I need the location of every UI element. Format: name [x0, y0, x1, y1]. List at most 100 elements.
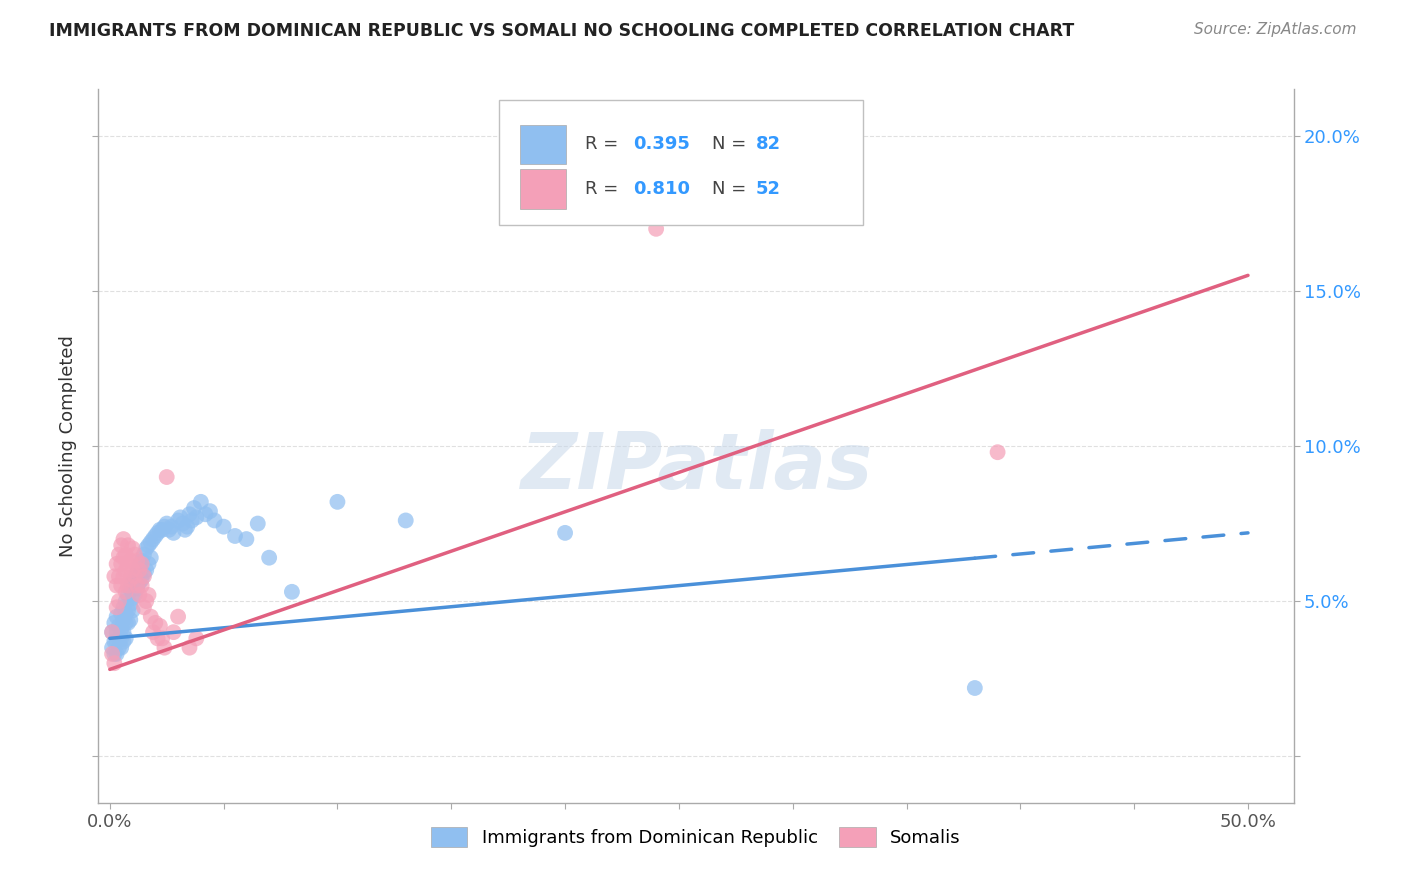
Point	[124, 573, 146, 587]
Point	[117, 557, 139, 571]
Text: ZIPatlas: ZIPatlas	[520, 429, 872, 506]
Point	[132, 600, 155, 615]
Point	[281, 584, 304, 599]
Point	[135, 594, 157, 608]
Point	[127, 566, 149, 581]
Point	[108, 569, 131, 583]
Point	[103, 569, 125, 583]
Point	[117, 615, 139, 630]
Point	[135, 541, 157, 556]
Point	[235, 532, 257, 546]
Point	[103, 634, 125, 648]
Point	[121, 591, 143, 605]
Point	[179, 640, 201, 655]
Point	[108, 632, 131, 646]
FancyBboxPatch shape	[520, 125, 565, 164]
Point	[114, 615, 136, 630]
Point	[395, 513, 418, 527]
Point	[138, 588, 160, 602]
Point	[114, 594, 136, 608]
Point	[121, 541, 143, 556]
Point	[114, 607, 136, 621]
Point	[105, 579, 128, 593]
Point	[124, 548, 146, 562]
Point	[105, 634, 128, 648]
Point	[110, 640, 132, 655]
Text: N =: N =	[711, 136, 751, 153]
Point	[110, 557, 132, 571]
Point	[128, 575, 150, 590]
Point	[198, 504, 221, 518]
Text: R =: R =	[585, 180, 624, 198]
Point	[142, 532, 165, 546]
Point	[149, 619, 172, 633]
Point	[128, 560, 150, 574]
Point	[101, 647, 124, 661]
Point	[112, 569, 135, 583]
Point	[124, 569, 146, 583]
Point	[645, 222, 668, 236]
Point	[112, 532, 135, 546]
Point	[179, 508, 201, 522]
Point	[554, 525, 576, 540]
Point	[114, 632, 136, 646]
Point	[105, 600, 128, 615]
Point	[112, 600, 135, 615]
Point	[162, 525, 184, 540]
Point	[326, 495, 349, 509]
Point	[105, 625, 128, 640]
Point	[117, 588, 139, 602]
Point	[224, 529, 246, 543]
Point	[112, 550, 135, 565]
Point	[157, 523, 180, 537]
Point	[110, 607, 132, 621]
Point	[120, 613, 142, 627]
Point	[139, 535, 162, 549]
Point	[212, 519, 235, 533]
Point	[150, 523, 173, 537]
Point	[146, 525, 169, 540]
Point	[153, 640, 176, 655]
Point	[160, 519, 183, 533]
Point	[987, 445, 1010, 459]
Point	[139, 550, 162, 565]
Point	[963, 681, 986, 695]
Text: R =: R =	[585, 136, 624, 153]
Point	[186, 632, 208, 646]
Point	[139, 609, 162, 624]
Point	[120, 573, 142, 587]
Text: IMMIGRANTS FROM DOMINICAN REPUBLIC VS SOMALI NO SCHOOLING COMPLETED CORRELATION : IMMIGRANTS FROM DOMINICAN REPUBLIC VS SO…	[49, 22, 1074, 40]
Point	[120, 582, 142, 596]
Point	[101, 625, 124, 640]
Point	[150, 632, 173, 646]
Point	[121, 603, 143, 617]
Text: 52: 52	[756, 180, 780, 198]
Point	[124, 588, 146, 602]
Text: N =: N =	[711, 180, 751, 198]
Point	[131, 557, 153, 571]
Point	[112, 625, 135, 640]
Text: Source: ZipAtlas.com: Source: ZipAtlas.com	[1194, 22, 1357, 37]
Point	[135, 563, 157, 577]
Point	[121, 563, 143, 577]
Point	[257, 550, 280, 565]
Point	[128, 588, 150, 602]
Point	[101, 640, 124, 655]
Point	[156, 516, 179, 531]
Point	[127, 582, 149, 596]
Point	[110, 632, 132, 646]
Point	[110, 622, 132, 636]
Point	[146, 632, 169, 646]
Point	[167, 609, 190, 624]
Point	[172, 516, 194, 531]
Point	[101, 625, 124, 640]
Point	[112, 613, 135, 627]
Point	[110, 579, 132, 593]
Point	[142, 625, 165, 640]
Point	[110, 538, 132, 552]
Point	[156, 470, 179, 484]
Point	[149, 523, 172, 537]
Point	[128, 563, 150, 577]
Point	[174, 523, 197, 537]
Point	[153, 519, 176, 533]
